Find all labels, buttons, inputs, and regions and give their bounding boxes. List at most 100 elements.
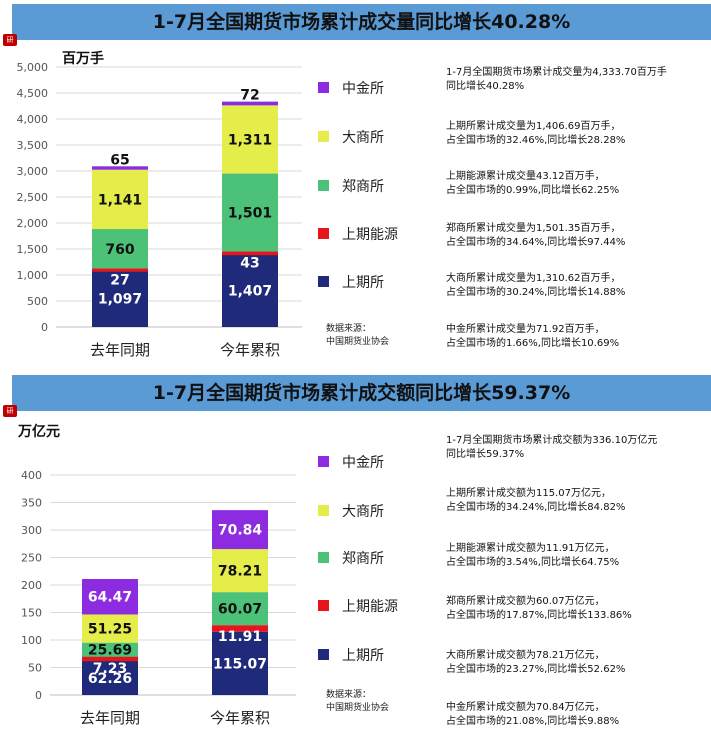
legend-label: 上期所: [342, 275, 384, 291]
legend-swatch: [318, 276, 329, 287]
data-source: 数据来源： 中国期货业协会: [326, 689, 389, 715]
legend-item: 上期能源: [318, 596, 428, 616]
turnover-panel: 1-7月全国期货市场累计成交额同比增长59.37% 研 万亿元 0 50 100 15…: [0, 371, 711, 742]
note-line: 占全国市场的30.24%,同比增长14.88%: [446, 287, 626, 298]
note-line: 占全国市场的34.64%,同比增长97.44%: [446, 237, 626, 248]
note: 1-7月全国期货市场累计成交额为336.10万亿元 同比增长59.37%: [446, 434, 708, 462]
note-line: 大商所累计成交量为1,310.62百万手，: [446, 273, 621, 284]
source-name: 中国期货业协会: [326, 703, 390, 713]
bar-segment-series-2: [92, 229, 148, 269]
note: 上期能源累计成交量43.12百万手， 占全国市场的0.99%,同比增长62.25%: [446, 170, 708, 198]
volume-panel: 1-7月全国期货市场累计成交量同比增长40.28% 研 百万手 0 500 1,00…: [3, 4, 711, 359]
y-tick-label: 2,500: [17, 191, 49, 204]
y-tick-label: 100: [21, 634, 42, 647]
bar-segment-series-3: [92, 169, 148, 230]
data-label: 1,141: [98, 192, 142, 208]
note-line: 同比增长40.28%: [446, 81, 525, 92]
y-tick-label: 200: [21, 579, 42, 592]
legend-item: 上期所: [318, 645, 428, 665]
source-label: 数据来源：: [326, 690, 372, 700]
legend-swatch: [318, 649, 329, 660]
y-tick-label: 5,000: [17, 61, 49, 74]
note: 郑商所累计成交量为1,501.35百万手， 占全国市场的34.64%,同比增长97…: [446, 222, 708, 250]
data-label: 70.84: [218, 523, 263, 539]
note-line: 占全国市场的34.24%,同比增长84.82%: [446, 502, 626, 513]
data-label: 43: [240, 256, 259, 272]
note: 上期所累计成交额为115.07万亿元， 占全国市场的34.24%,同比增长84.8…: [446, 487, 708, 515]
y-tick-label: 3,000: [17, 165, 49, 178]
bar-segment-series-0: [212, 631, 268, 695]
legend-label: 大商所: [342, 504, 384, 520]
bar-segment-series-4: [92, 166, 148, 170]
y-tick-label: 1,500: [17, 243, 49, 256]
y-axis-unit: 万亿元: [18, 424, 60, 440]
note-line: 上期所累计成交量为1,406.69百万手，: [446, 121, 621, 132]
note: 大商所累计成交额为78.21万亿元， 占全国市场的23.27%,同比增长52.62…: [446, 649, 708, 677]
legend-swatch: [318, 82, 329, 93]
data-label: 72: [240, 88, 259, 104]
legend-label: 大商所: [342, 130, 384, 146]
y-tick-label: 2,000: [17, 217, 49, 230]
category-label: 今年累积: [220, 341, 280, 359]
category-label: 今年累积: [210, 709, 270, 727]
legend-item: 郑商所: [318, 548, 428, 568]
y-tick-label: 500: [27, 295, 48, 308]
bar-segment-series-0: [82, 660, 138, 695]
note: 郑商所累计成交额为60.07万亿元， 占全国市场的17.87%,同比增长133.8…: [446, 595, 708, 623]
bar-segment-series-1: [82, 656, 138, 662]
note: 上期所累计成交量为1,406.69百万手， 占全国市场的32.46%,同比增长28…: [446, 120, 708, 148]
legend-swatch: [318, 600, 329, 611]
y-axis-unit: 百万手: [62, 51, 104, 67]
note: 1-7月全国期货市场累计成交量为4,333.70百万手 同比增长40.28%: [446, 66, 708, 94]
bar-segment-series-2: [82, 642, 138, 657]
legend-item: 郑商所: [318, 176, 428, 196]
note-line: 大商所累计成交额为78.21万亿元，: [446, 650, 605, 661]
note-line: 占全国市场的21.08%,同比增长9.88%: [446, 716, 620, 727]
note-line: 占全国市场的32.46%,同比增长28.28%: [446, 135, 626, 146]
data-label: 64.47: [88, 590, 132, 606]
data-label: 1,311: [228, 132, 272, 148]
category-label: 去年同期: [90, 341, 150, 359]
note: 中金所累计成交额为70.84万亿元， 占全国市场的21.08%,同比增长9.88%: [446, 701, 708, 729]
data-label: 11.91: [218, 629, 262, 645]
legend-item: 大商所: [318, 127, 428, 147]
note: 大商所累计成交量为1,310.62百万手， 占全国市场的30.24%,同比增长14…: [446, 272, 708, 300]
legend-item: 中金所: [318, 452, 428, 472]
volume-chart: 0 500 1,000 1,500 2,000 2,500 3,000 3,500 4,000 4…: [17, 61, 302, 359]
bar-segment-series-1: [92, 266, 148, 272]
note-line: 占全国市场的23.27%,同比增长52.62%: [446, 664, 626, 675]
note-line: 1-7月全国期货市场累计成交额为336.10万亿元: [446, 435, 658, 446]
data-label: 760: [105, 242, 134, 258]
legend-label: 上期能源: [342, 227, 398, 243]
note-line: 同比增长59.37%: [446, 449, 525, 460]
data-label: 78.21: [218, 564, 262, 580]
y-tick-label: 250: [21, 552, 42, 565]
note-line: 占全国市场的3.54%,同比增长64.75%: [446, 557, 620, 568]
data-label: 65: [110, 152, 129, 168]
note-line: 占全国市场的0.99%,同比增长62.25%: [446, 185, 620, 196]
legend-swatch: [318, 180, 329, 191]
bar-segment-series-1: [212, 625, 268, 632]
y-tick-label: 4,000: [17, 113, 49, 126]
bar-segment-series-3: [222, 105, 278, 174]
data-label: 62.26: [88, 671, 132, 687]
y-tick-label: 50: [28, 662, 42, 675]
bar-segment-series-1: [222, 250, 278, 256]
bar-segment-series-3: [212, 549, 268, 593]
legend-item: 上期能源: [318, 224, 428, 244]
legend-label: 郑商所: [342, 551, 384, 567]
legend-label: 上期所: [342, 648, 384, 664]
data-label: 7.23: [93, 661, 128, 677]
note: 中金所累计成交量为71.92百万手， 占全国市场的1.66%,同比增长10.69%: [446, 323, 708, 351]
source-name: 中国期货业协会: [326, 337, 390, 347]
y-tick-label: 3,500: [17, 139, 49, 152]
research-badge-icon: 研: [3, 405, 17, 417]
legend-item: 大商所: [318, 501, 428, 521]
research-badge-icon: 研: [3, 34, 17, 46]
data-label: 115.07: [213, 656, 267, 672]
data-label: 25.69: [88, 643, 132, 659]
note-line: 中金所累计成交额为70.84万亿元，: [446, 702, 605, 713]
bar-segment-series-0: [92, 269, 148, 327]
chart-title: 1-7月全国期货市场累计成交量同比增长40.28%: [12, 4, 711, 40]
y-tick-label: 150: [21, 607, 42, 620]
